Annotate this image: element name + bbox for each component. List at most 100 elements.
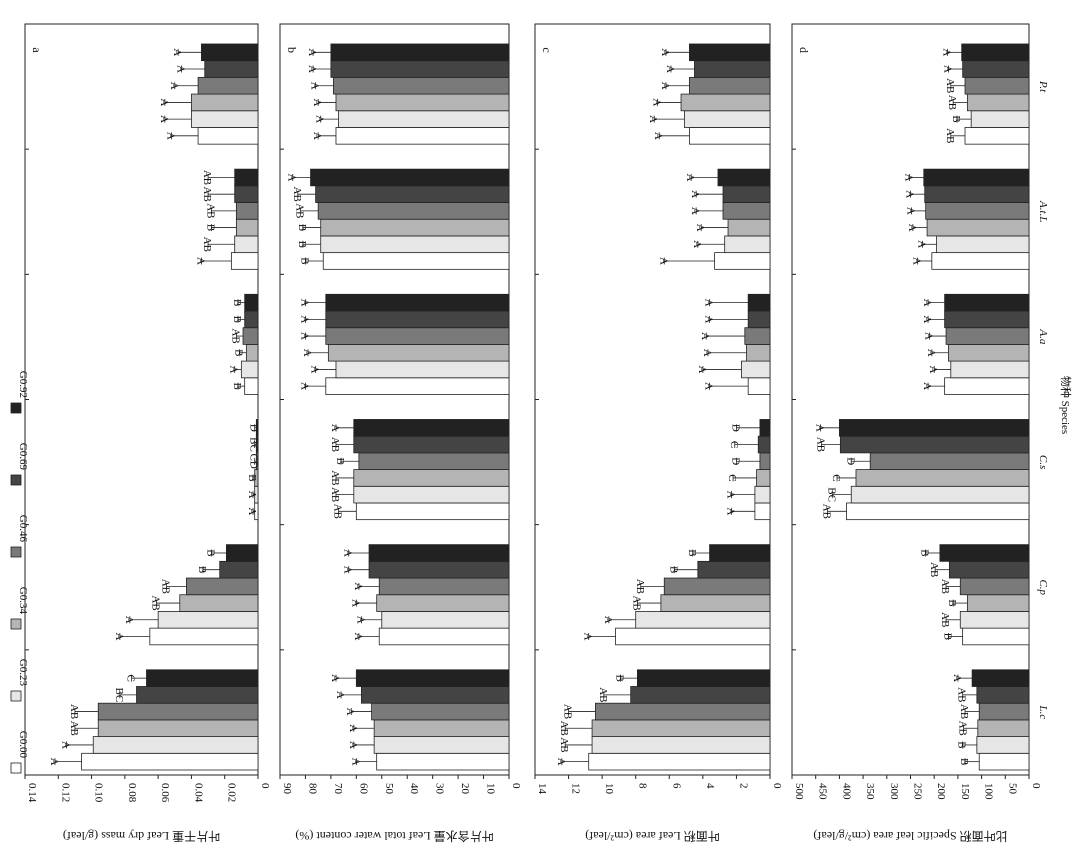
significance-letter: AB bbox=[944, 78, 956, 93]
significance-letter: A bbox=[813, 424, 825, 432]
bar bbox=[235, 202, 259, 220]
y-axis-label: 叶片含水量 Leaf total water content (%) bbox=[295, 829, 493, 844]
bar bbox=[204, 60, 259, 78]
bar bbox=[325, 310, 510, 329]
bar bbox=[330, 60, 510, 78]
significance-letter: A bbox=[664, 65, 676, 73]
significance-letter: B bbox=[231, 316, 243, 323]
bar bbox=[376, 594, 510, 612]
bar bbox=[717, 168, 771, 187]
tick-label: 400 bbox=[840, 783, 852, 800]
significance-letter: A bbox=[301, 349, 313, 357]
bar bbox=[757, 435, 771, 454]
bar bbox=[663, 577, 771, 596]
significance-letter: A bbox=[334, 691, 346, 699]
category-label: L.c bbox=[1037, 705, 1049, 720]
bar bbox=[839, 419, 1030, 437]
tick-label: 500 bbox=[793, 783, 805, 800]
legend-label-5: G0.92 bbox=[17, 371, 29, 398]
significance-letter: AB bbox=[821, 504, 833, 519]
bar bbox=[709, 544, 771, 562]
significance-letter: A bbox=[659, 82, 671, 90]
significance-letter: A bbox=[60, 741, 72, 749]
tick-label: 0.02 bbox=[226, 783, 238, 802]
bar bbox=[317, 202, 510, 220]
category-label: C.s bbox=[1037, 455, 1049, 469]
category-label: C.p bbox=[1037, 579, 1049, 595]
bar bbox=[197, 76, 259, 95]
significance-letter: AB bbox=[634, 579, 646, 594]
significance-letter: B bbox=[231, 382, 243, 389]
tick-label: 200 bbox=[935, 783, 947, 800]
legend-swatch-4 bbox=[10, 474, 22, 486]
bar bbox=[591, 736, 771, 754]
legend-swatch-5 bbox=[10, 402, 22, 414]
significance-letter: A bbox=[703, 382, 715, 390]
significance-letter: A bbox=[158, 115, 170, 123]
significance-letter: B bbox=[614, 674, 626, 681]
significance-letter: A bbox=[354, 616, 366, 624]
significance-letter: A bbox=[344, 708, 356, 716]
legend-swatch-0 bbox=[10, 762, 22, 774]
significance-letter: AB bbox=[558, 721, 570, 736]
bar bbox=[191, 93, 259, 112]
significance-letter: A bbox=[904, 207, 916, 215]
significance-letter: AB bbox=[68, 721, 80, 736]
bar bbox=[931, 252, 1030, 270]
bar bbox=[744, 327, 771, 345]
bar bbox=[92, 736, 259, 754]
bar bbox=[976, 736, 1030, 754]
tick-label: 0.14 bbox=[26, 783, 38, 803]
tick-label: 50 bbox=[1006, 783, 1018, 795]
significance-letter: AB bbox=[201, 187, 213, 202]
significance-letter: A bbox=[904, 190, 916, 198]
bar bbox=[325, 377, 510, 395]
significance-letter: A bbox=[652, 132, 664, 140]
bar bbox=[191, 110, 259, 128]
legend-label-1: G0.23 bbox=[17, 659, 29, 687]
significance-letter: A bbox=[951, 674, 963, 682]
significance-letter: A bbox=[906, 224, 918, 232]
tick-label: 14 bbox=[536, 783, 548, 795]
bar bbox=[234, 185, 259, 203]
bar bbox=[727, 218, 771, 237]
legend-label-2: G0.34 bbox=[17, 587, 29, 615]
tick-label: 0 bbox=[1030, 783, 1042, 789]
bar bbox=[959, 577, 1030, 596]
significance-letter: A bbox=[349, 758, 361, 766]
tick-label: 0 bbox=[771, 783, 783, 789]
significance-letter: D bbox=[248, 424, 260, 432]
category-label: P.t bbox=[1037, 80, 1049, 93]
significance-letter: A bbox=[329, 424, 341, 432]
tick-label: 0.08 bbox=[126, 783, 138, 803]
bar bbox=[978, 752, 1030, 771]
significance-letter: A bbox=[298, 299, 310, 307]
tick-label: 450 bbox=[817, 783, 829, 800]
bar bbox=[186, 577, 259, 596]
bar bbox=[959, 611, 1030, 629]
bar bbox=[855, 469, 1030, 487]
bar bbox=[722, 202, 771, 220]
significance-letter: D bbox=[844, 457, 856, 465]
tick-label: 12 bbox=[570, 783, 582, 794]
bar bbox=[754, 502, 771, 521]
tick-label: 90 bbox=[281, 783, 293, 795]
significance-letter: AB bbox=[956, 687, 968, 702]
bar bbox=[230, 252, 259, 270]
significance-letter: A bbox=[647, 115, 659, 123]
panel-b: 90 80 70 60 50 40 30 20 10 0 叶片含水量 Leaf total wate… bbox=[279, 23, 522, 844]
bar bbox=[660, 594, 771, 612]
category-label: A.a bbox=[1037, 328, 1049, 344]
bar bbox=[944, 310, 1030, 329]
bar bbox=[591, 719, 771, 738]
significance-letter: A bbox=[194, 257, 206, 265]
significance-letter: B bbox=[231, 299, 243, 306]
category-label: A.t.L bbox=[1037, 200, 1049, 222]
bar bbox=[839, 435, 1030, 454]
significance-letter: A bbox=[352, 582, 364, 590]
significance-letter: A bbox=[347, 741, 359, 749]
significance-letter: BC bbox=[113, 688, 125, 703]
bar bbox=[97, 719, 259, 738]
bar bbox=[926, 218, 1030, 237]
